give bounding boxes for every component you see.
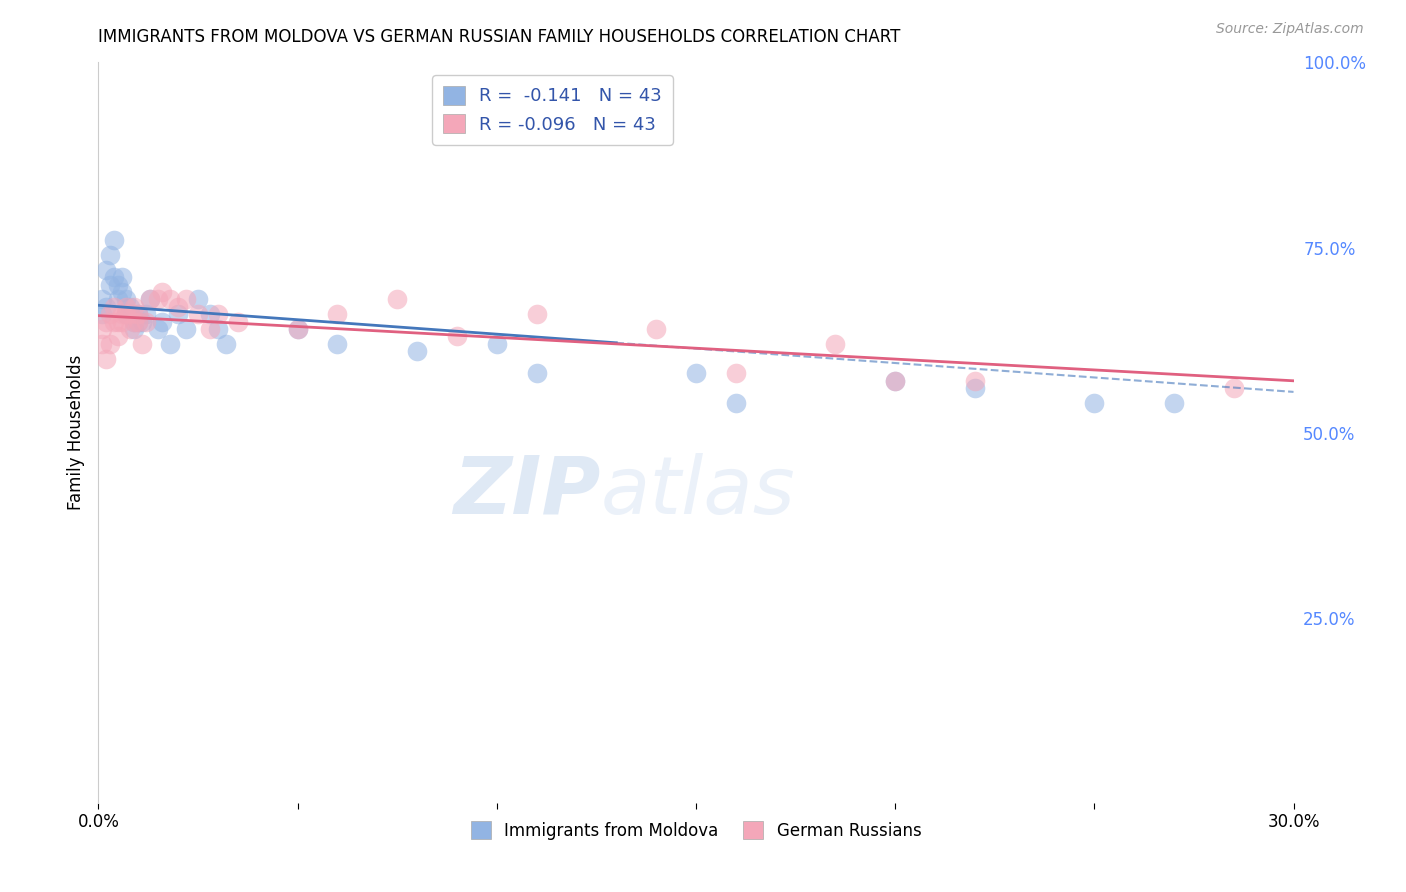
Point: [198, 307, 221, 321]
Point: [111, 314, 134, 328]
Point: [127, 307, 149, 321]
Text: ZIP: ZIP: [453, 453, 600, 531]
Point: [287, 322, 309, 336]
Point: [91, 322, 114, 336]
Point: [96, 351, 118, 366]
Legend: R =  -0.141   N = 43, R = -0.096   N = 43: R = -0.141 N = 43, R = -0.096 N = 43: [432, 75, 673, 145]
Point: [107, 314, 129, 328]
Text: Source: ZipAtlas.com: Source: ZipAtlas.com: [1216, 22, 1364, 37]
Point: [103, 233, 125, 247]
Point: [167, 307, 190, 321]
Point: [1163, 396, 1185, 410]
Point: [98, 307, 122, 321]
Point: [120, 307, 142, 321]
Point: [685, 367, 707, 381]
Point: [446, 329, 468, 343]
Point: [226, 314, 249, 328]
Point: [127, 314, 149, 328]
Point: [645, 322, 668, 336]
Point: [124, 300, 146, 314]
Point: [150, 285, 173, 299]
Point: [326, 307, 349, 321]
Point: [1083, 396, 1105, 410]
Point: [115, 307, 138, 321]
Point: [326, 336, 349, 351]
Point: [963, 381, 986, 395]
Point: [167, 300, 190, 314]
Point: [135, 307, 157, 321]
Point: [120, 307, 142, 321]
Point: [91, 336, 114, 351]
Point: [115, 300, 138, 314]
Point: [884, 374, 907, 388]
Point: [96, 300, 118, 314]
Point: [127, 314, 149, 328]
Point: [139, 293, 162, 307]
Point: [174, 293, 197, 307]
Point: [111, 285, 134, 299]
Point: [526, 367, 548, 381]
Point: [96, 262, 118, 277]
Point: [187, 307, 209, 321]
Point: [107, 329, 129, 343]
Point: [187, 293, 209, 307]
Point: [124, 314, 146, 328]
Point: [107, 277, 129, 292]
Point: [174, 322, 197, 336]
Point: [120, 300, 142, 314]
Point: [131, 314, 153, 328]
Point: [287, 322, 309, 336]
Point: [120, 322, 142, 336]
Point: [963, 374, 986, 388]
Point: [724, 367, 747, 381]
Point: [148, 322, 170, 336]
Point: [107, 293, 129, 307]
Point: [406, 344, 429, 359]
Point: [96, 314, 118, 328]
Point: [198, 322, 221, 336]
Point: [111, 307, 134, 321]
Point: [115, 293, 138, 307]
Point: [111, 270, 134, 285]
Point: [824, 336, 846, 351]
Point: [98, 248, 122, 262]
Point: [124, 314, 146, 328]
Point: [98, 277, 122, 292]
Point: [526, 307, 548, 321]
Point: [131, 336, 153, 351]
Point: [724, 396, 747, 410]
Point: [148, 293, 170, 307]
Point: [91, 307, 114, 321]
Text: IMMIGRANTS FROM MOLDOVA VS GERMAN RUSSIAN FAMILY HOUSEHOLDS CORRELATION CHART: IMMIGRANTS FROM MOLDOVA VS GERMAN RUSSIA…: [98, 28, 901, 45]
Point: [207, 322, 229, 336]
Point: [1223, 381, 1246, 395]
Y-axis label: Family Households: Family Households: [66, 355, 84, 510]
Point: [103, 314, 125, 328]
Point: [150, 314, 173, 328]
Point: [139, 293, 162, 307]
Point: [159, 293, 181, 307]
Point: [135, 314, 157, 328]
Point: [91, 293, 114, 307]
Point: [207, 307, 229, 321]
Point: [98, 336, 122, 351]
Point: [884, 374, 907, 388]
Point: [159, 336, 181, 351]
Point: [385, 293, 409, 307]
Point: [115, 307, 138, 321]
Legend: Immigrants from Moldova, German Russians: Immigrants from Moldova, German Russians: [464, 814, 928, 847]
Point: [127, 307, 149, 321]
Point: [124, 322, 146, 336]
Point: [103, 270, 125, 285]
Point: [103, 300, 125, 314]
Point: [215, 336, 238, 351]
Point: [485, 336, 508, 351]
Text: atlas: atlas: [600, 453, 796, 531]
